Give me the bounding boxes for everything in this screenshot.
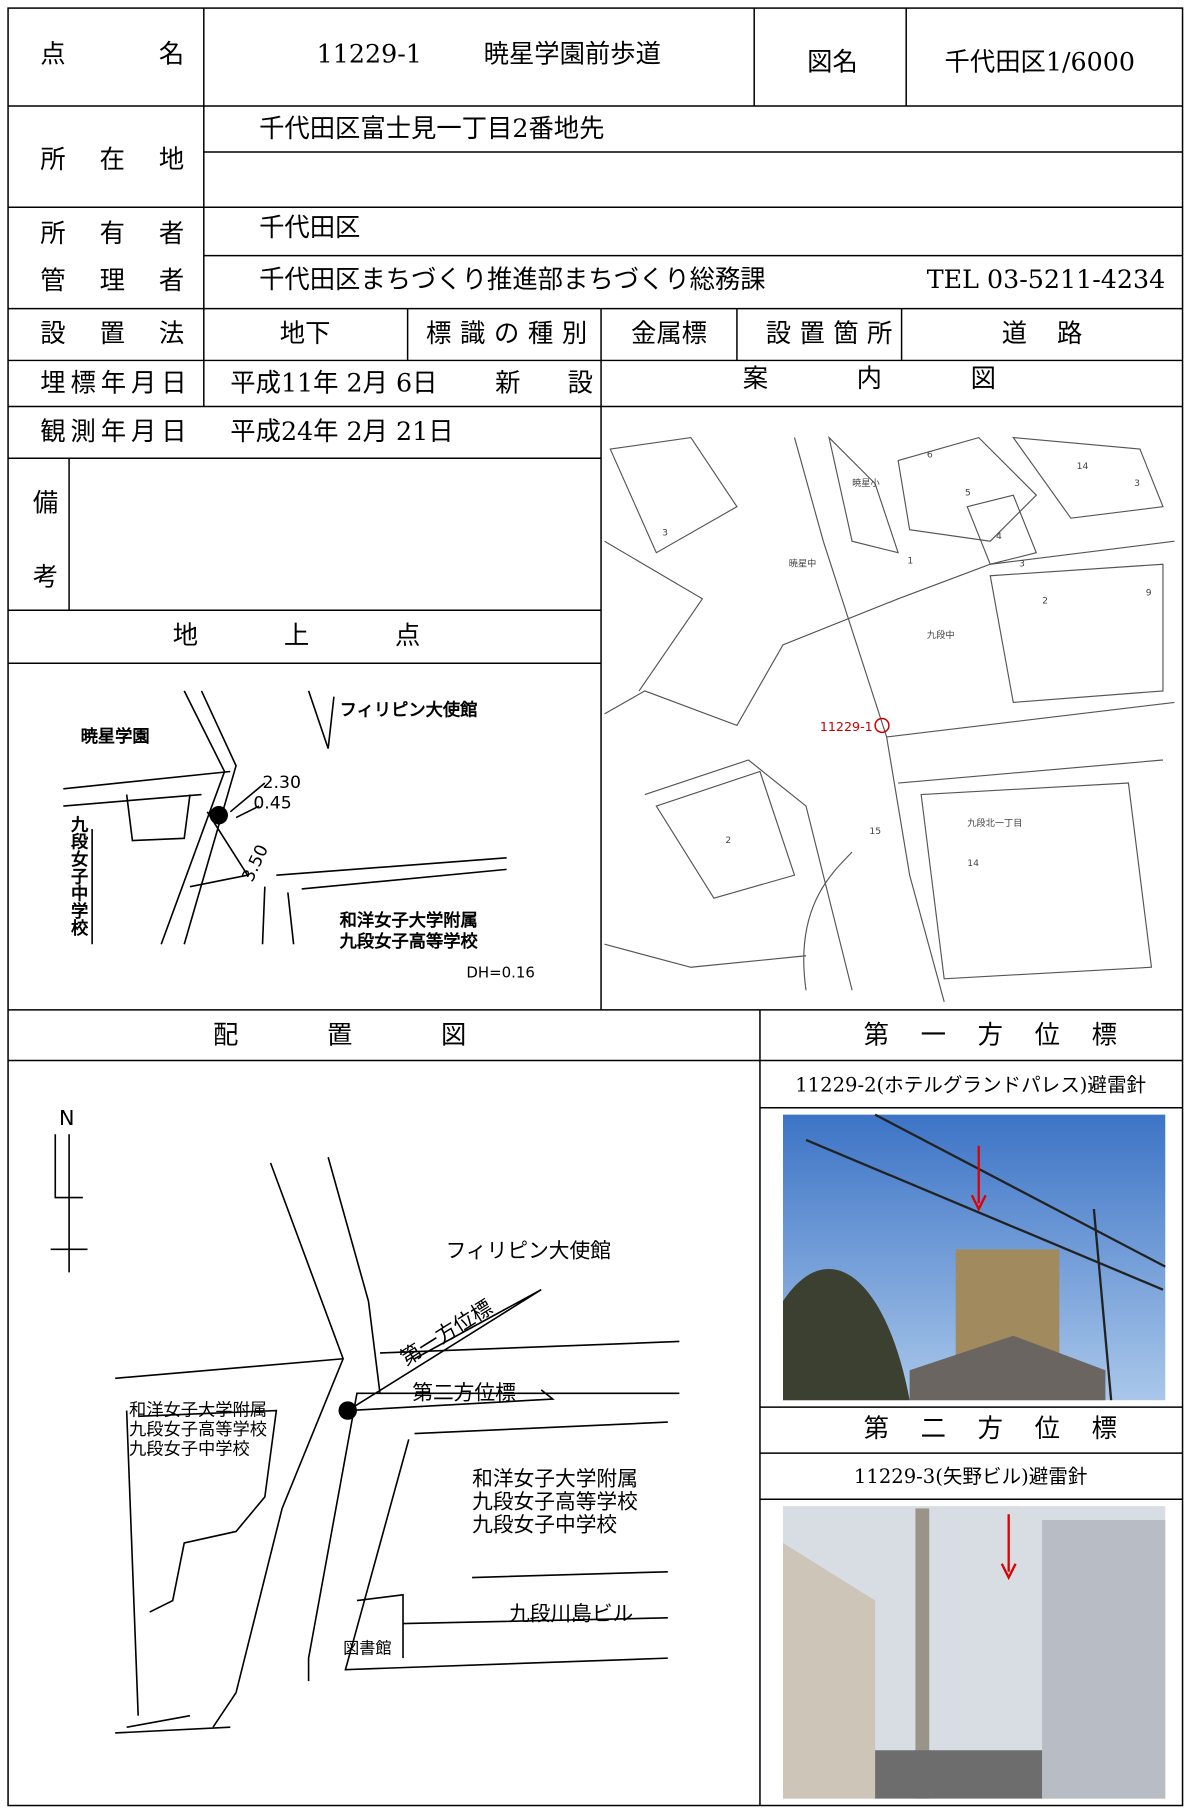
field-text: 千代田区富士見一丁目2番地先: [259, 113, 604, 143]
layout-label: 九段女子高等学校: [472, 1490, 638, 1514]
caption: 11229-3(矢野ビル)避雷針: [854, 1465, 1088, 1488]
field-text: 金属標: [631, 318, 707, 348]
map-number: 14: [1077, 461, 1089, 472]
label: 配置図: [213, 1019, 466, 1049]
map-number: 2: [1042, 596, 1048, 607]
layout-label: 九段女子中学校: [129, 1440, 250, 1460]
layout-label: 和洋女子大学附属: [129, 1401, 267, 1421]
label: 備考: [30, 489, 60, 636]
distance: 3.50: [239, 842, 273, 885]
map-number: 15: [869, 826, 881, 837]
label: 管理者: [40, 265, 184, 295]
label: 所有者: [40, 218, 184, 248]
map-number: 4: [996, 531, 1002, 542]
sketch-label: 九段女子高等学校: [339, 931, 479, 952]
label: 標識の種別: [426, 318, 587, 348]
photo-tree: [782, 1268, 910, 1401]
photo-pole: [915, 1508, 930, 1799]
guide-point-marker: [874, 717, 890, 734]
point-name: 暁星学園前歩道: [484, 38, 661, 68]
label: 図名: [807, 46, 858, 76]
label: 地上点: [173, 620, 421, 650]
label: 観測年月日: [40, 416, 186, 446]
map-label: 九段北一丁目: [967, 817, 1022, 829]
map-number: 6: [927, 449, 933, 460]
form-grid: [7, 7, 1184, 1807]
label: 第一方位標: [864, 1019, 1117, 1049]
field-text: 地下: [280, 318, 331, 348]
label: 埋標年月日: [40, 368, 186, 398]
distance: 0.45: [253, 794, 291, 814]
layout-label: 九段女子中学校: [472, 1513, 617, 1537]
layout-label: 九段川島ビル: [509, 1601, 633, 1625]
border: [7, 7, 1184, 1807]
label: 所在地: [40, 144, 184, 174]
sketch-label: フィリピン大使館: [340, 699, 478, 720]
layout-label: 第二方位標: [412, 1380, 516, 1404]
map-number: 14: [967, 858, 979, 869]
ground-sketch-lines: [63, 690, 507, 945]
map-name: 千代田区1/6000: [945, 46, 1135, 76]
sketch-label: 暁星学園: [81, 726, 150, 747]
layout-label: 第一方位標: [396, 1295, 497, 1370]
map-number: 2: [725, 835, 731, 846]
photo-1: [782, 1113, 1166, 1401]
label: 設置箇所: [766, 318, 893, 348]
label: 点名: [40, 38, 184, 68]
point-number: 11229-1: [317, 38, 422, 68]
layout-label: フィリピン大使館: [446, 1239, 611, 1263]
map-number: 3: [662, 528, 668, 539]
photo-building: [1042, 1519, 1166, 1799]
sketch-label: 九段女子中学校: [67, 815, 89, 937]
layout-label: 九段女子高等学校: [129, 1420, 267, 1440]
label: 案内図: [743, 363, 996, 393]
map-number: 3: [1134, 478, 1140, 489]
photo-road: [875, 1750, 1043, 1799]
field-text: 千代田区まちづくり推進部まちづくり総務課: [259, 264, 766, 294]
map-number: 3: [1019, 559, 1025, 570]
label: 第二方位標: [864, 1413, 1117, 1443]
map-number: 1: [907, 555, 913, 566]
map-point-label: 11229-1: [820, 719, 873, 734]
tel: TEL 03-5211-4234: [927, 264, 1166, 294]
photo-house: [782, 1542, 876, 1799]
sketch-label: 和洋女子大学附属: [340, 910, 478, 931]
map-number: 5: [965, 487, 971, 498]
map-number: 9: [1146, 588, 1152, 599]
layout-label: 図書館: [343, 1638, 391, 1657]
label: 設置法: [40, 318, 184, 348]
field-text: 平成24年 2月 21日: [230, 416, 453, 446]
map-label: 暁星中: [789, 558, 817, 570]
layout-point-marker: [338, 1401, 357, 1420]
field-text: 千代田区: [259, 212, 360, 242]
photo-arrow: [970, 1145, 987, 1212]
caption: 11229-2(ホテルグランドパレス)避雷針: [795, 1073, 1146, 1096]
map-label: 暁星小: [852, 478, 880, 489]
photo-wires: [805, 1113, 1166, 1401]
field-text: 平成11年 2月 6日: [230, 368, 437, 398]
north: N: [59, 1106, 74, 1130]
label: 道路: [1002, 318, 1083, 348]
label: 新設: [495, 368, 593, 398]
layout-map-lines: [50, 1134, 680, 1734]
ground-point-marker: [209, 806, 228, 825]
layout-label: 和洋女子大学附属: [472, 1467, 638, 1491]
photo-arrow: [1000, 1514, 1017, 1581]
guide-map-lines: [604, 435, 1175, 1002]
dh: DH=0.16: [466, 964, 535, 982]
photo-house: [909, 1335, 1106, 1401]
map-label: 九段中: [927, 629, 955, 641]
photo-2: [782, 1506, 1166, 1799]
distance: 2.30: [263, 773, 301, 793]
